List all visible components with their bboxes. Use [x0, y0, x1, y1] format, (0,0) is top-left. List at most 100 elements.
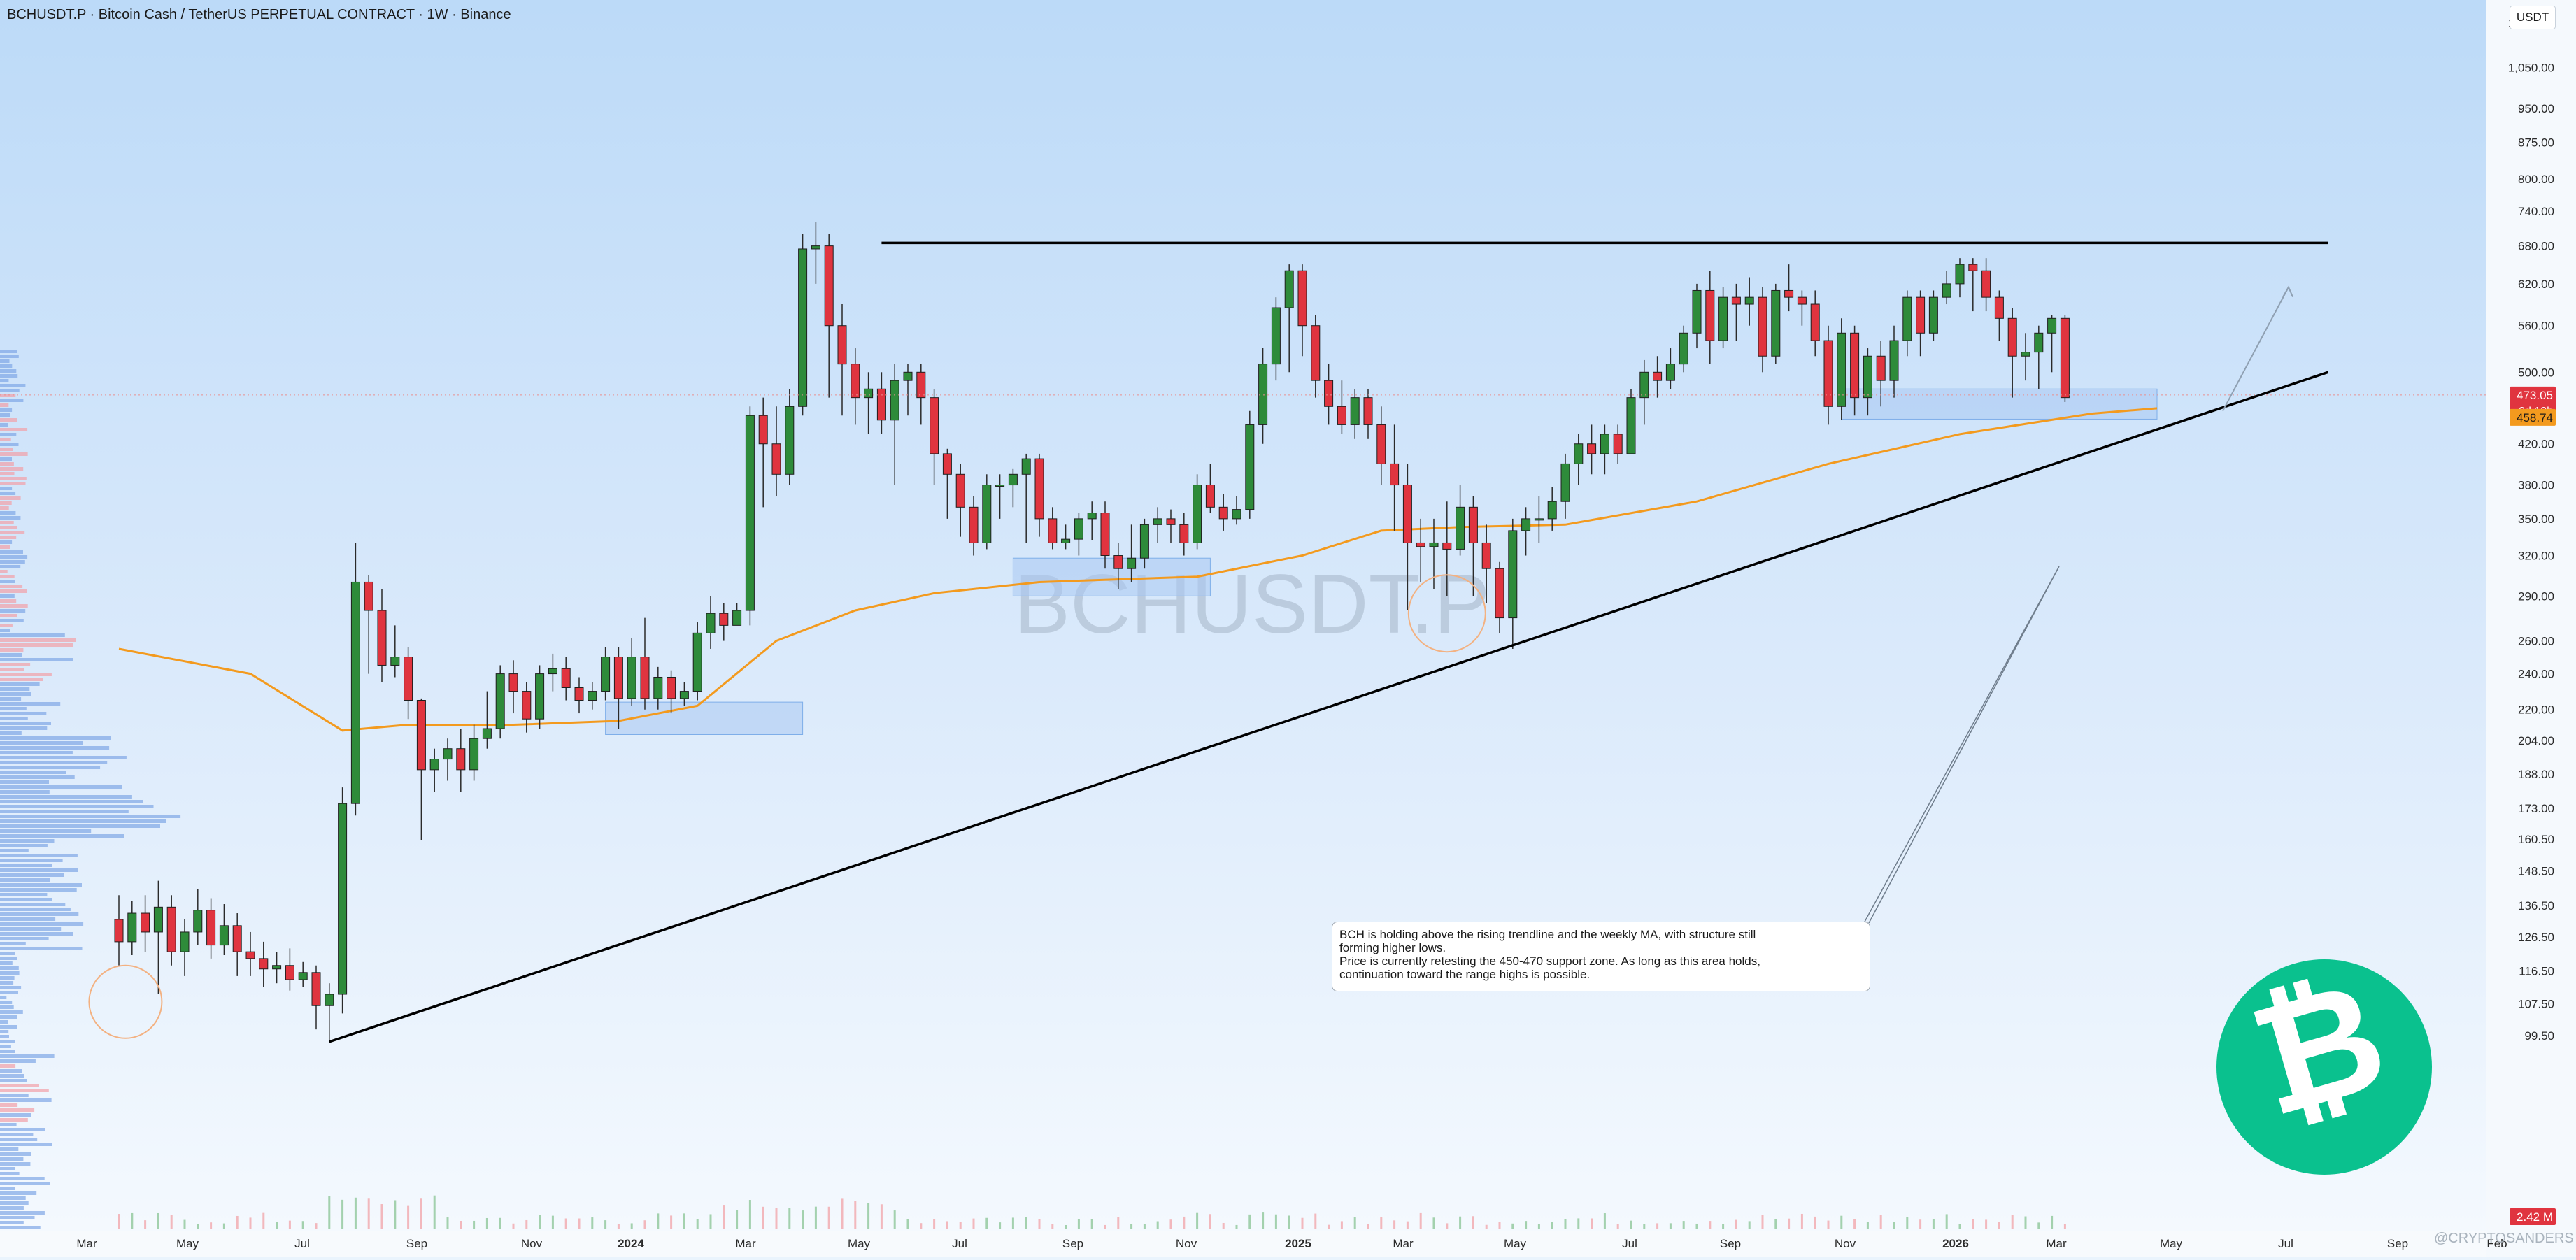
volume-profile-bar [0, 521, 14, 524]
volume-profile-bar [0, 511, 16, 515]
time-tick-label: Jul [1622, 1237, 1637, 1250]
candle-body [311, 972, 321, 1006]
volume-bar [367, 1198, 370, 1229]
trendlines[interactable] [0, 241, 2486, 1043]
volume-profile-bar [0, 433, 17, 436]
price-tick-label: 188.00 [2518, 768, 2554, 781]
candle-body [166, 906, 176, 952]
candle-body [416, 699, 426, 771]
volume-profile-bar [0, 423, 8, 427]
volume-profile-bar [0, 966, 19, 970]
projection-arrow [2222, 287, 2289, 412]
volume-profile-bar [0, 648, 24, 652]
volume-bar [1656, 1223, 1659, 1229]
candle-body [153, 906, 163, 933]
volume-bar [1919, 1219, 1922, 1229]
volume-bar [170, 1215, 173, 1229]
volume-bar [2024, 1216, 2027, 1229]
volume-profile-bar [0, 761, 108, 764]
time-tick-label: Sep [1720, 1237, 1741, 1250]
volume-profile-bar [0, 697, 22, 701]
volume-bar [1380, 1217, 1383, 1229]
volume-bar [1051, 1224, 1054, 1229]
volume-bar [985, 1217, 988, 1229]
volume-bar [1235, 1224, 1238, 1229]
volume-profile-bar [0, 1216, 35, 1219]
volume-bar [1748, 1221, 1751, 1229]
volume-profile-bar [0, 1211, 45, 1215]
volume-bar [460, 1220, 462, 1229]
volume-profile-bar [0, 389, 20, 392]
volume-profile-bar [0, 1098, 52, 1102]
candle-body [364, 581, 373, 611]
candle-body [206, 910, 216, 946]
volume-profile-bar [0, 1035, 9, 1038]
candle-body [1547, 501, 1557, 520]
volume-bar [1301, 1217, 1304, 1229]
volume-bar [670, 1215, 673, 1229]
candle-body [298, 972, 308, 980]
time-axis[interactable]: Mar May Jul Sep Nov 2024 Mar May Jul Sep Nov 2025 Ma… [76, 1237, 2507, 1250]
volume-profile-bar [0, 487, 13, 490]
volume-bar [433, 1195, 436, 1229]
volume-bar [485, 1217, 488, 1229]
candle-body [350, 581, 360, 804]
volume-profile-bar [0, 668, 24, 671]
volume-bar [1616, 1224, 1619, 1229]
volume-profile-bar [0, 1015, 17, 1019]
candle-body [338, 803, 348, 995]
volume-bar [1879, 1215, 1882, 1229]
candle-body [1810, 303, 1820, 341]
volume-profile-bar [0, 1050, 15, 1053]
volume-profile-bar [0, 403, 9, 407]
volume-bar [1143, 1224, 1146, 1229]
volume-bar [1117, 1217, 1120, 1229]
volume-profile-bar [0, 1103, 18, 1107]
volume-profile-bar [0, 932, 73, 936]
volume-bar [1077, 1219, 1080, 1229]
candle-body [1113, 555, 1123, 569]
volume-profile-bar [0, 1054, 55, 1058]
candle-body [1731, 296, 1741, 305]
volume-profile-bar [0, 462, 14, 466]
volume-bar [1393, 1220, 1396, 1229]
currency-button[interactable]: USDT [2510, 6, 2556, 29]
volume-bar [236, 1215, 239, 1229]
candle-body [1902, 296, 1912, 341]
volume-profile-bar [0, 658, 73, 661]
volume-bar [736, 1210, 739, 1229]
volume-profile-bar [0, 1001, 13, 1004]
candle-body [1968, 264, 1978, 271]
price-tick-label: 220.00 [2518, 703, 2554, 717]
volume-profile-bar [0, 359, 10, 363]
volume-profile-bar [0, 673, 52, 676]
analysis-note[interactable]: BCH is holding above the rising trendlin… [1332, 922, 1870, 991]
volume-bar [893, 1210, 896, 1229]
volume-profile-bar [0, 864, 52, 867]
volume-profile-bar [0, 560, 25, 564]
volume-profile-bar [0, 555, 28, 559]
ma-value-tag [2510, 408, 2556, 426]
trendline-ascending-support [329, 371, 2328, 1043]
low-highlight-circle [1407, 574, 1486, 653]
volume-bar [157, 1212, 159, 1229]
candle-body [535, 673, 545, 720]
volume-profile-bar [0, 545, 10, 549]
volume-profile-bar [0, 413, 10, 417]
volume-profile-bar [0, 536, 17, 539]
time-tick-label: Mar [1393, 1237, 1414, 1250]
candle-body [1994, 296, 2004, 319]
candle-body [1705, 289, 1715, 341]
volume-bar [2063, 1224, 2066, 1229]
volume-profile-bar [0, 384, 26, 387]
volume-bar [1485, 1224, 1488, 1229]
volume-profile-bar [0, 1094, 29, 1097]
price-tags: 473.052d 12h458.742.42 M [2510, 386, 2556, 1225]
volume-bar [814, 1206, 817, 1229]
volume-bar [630, 1223, 633, 1229]
volume-bar [1695, 1223, 1698, 1229]
candle-body [1232, 509, 1241, 520]
candle-body [653, 676, 663, 699]
